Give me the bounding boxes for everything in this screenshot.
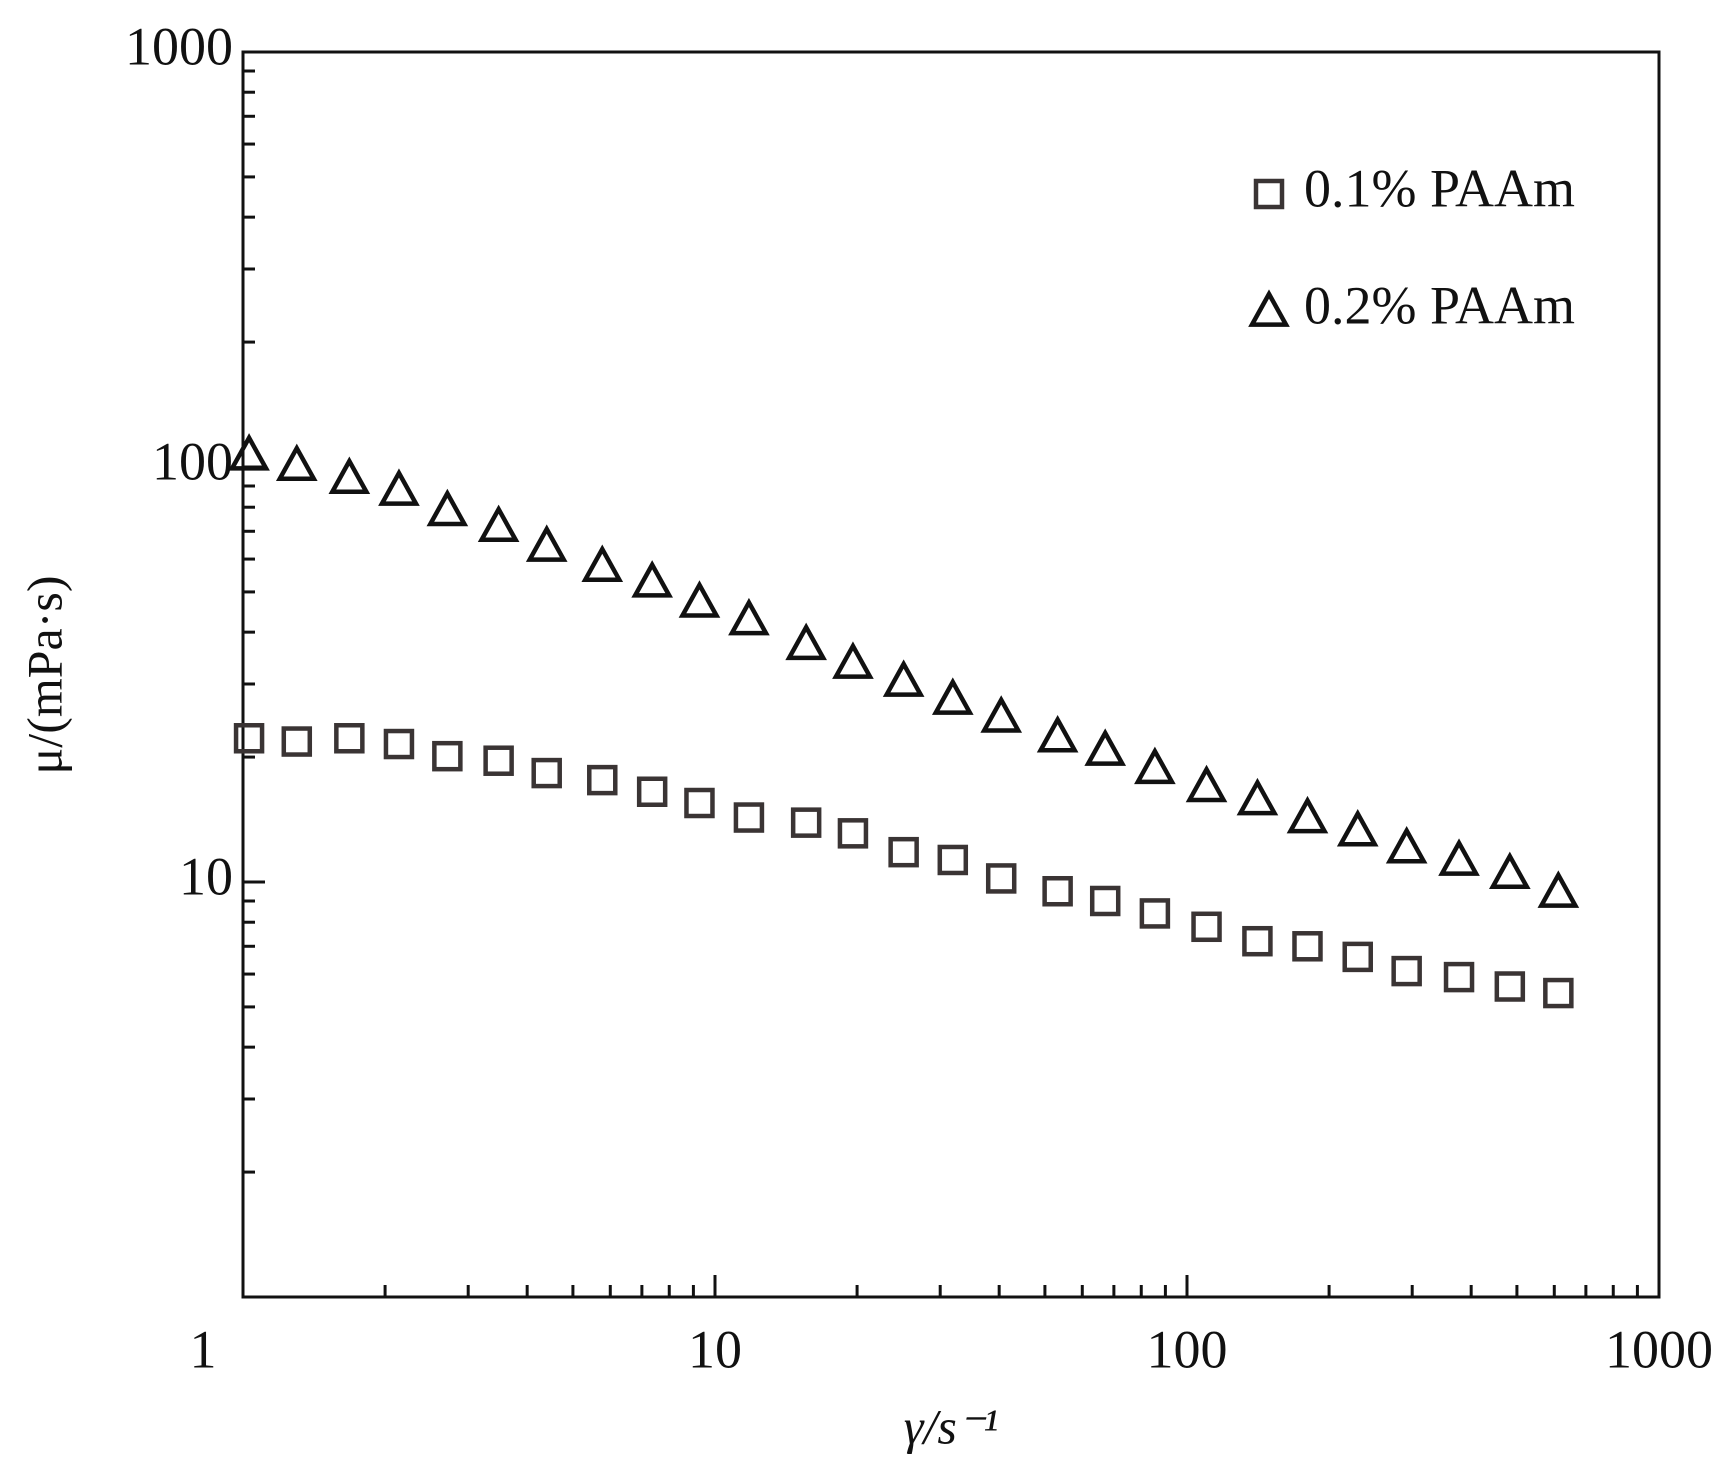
data-point	[275, 443, 318, 482]
data-point	[636, 776, 668, 807]
y-tick-label: 10	[179, 846, 233, 906]
data-point	[477, 504, 520, 543]
y-tick-label: 100	[152, 431, 233, 491]
data-point	[1443, 961, 1475, 993]
data-point	[1134, 746, 1176, 785]
data-point	[1385, 826, 1428, 864]
data-point	[1089, 885, 1121, 917]
data-point	[426, 488, 469, 527]
x-tick-label: 1000	[1605, 1319, 1713, 1379]
data-point	[228, 433, 270, 471]
data-point	[1342, 941, 1373, 973]
data-point	[1438, 838, 1480, 876]
y-tick-label: 1000	[125, 16, 233, 76]
data-point	[882, 659, 925, 697]
data-point	[832, 641, 874, 679]
legend-label: 0.2% PAAm	[1304, 275, 1575, 335]
data-point	[281, 726, 313, 757]
data-point	[937, 844, 969, 876]
data-point	[785, 622, 827, 661]
data-point	[233, 723, 265, 754]
x-tick-label: 100	[1147, 1319, 1228, 1379]
legend-marker	[1253, 178, 1285, 210]
data-point	[1084, 728, 1127, 766]
data-point	[1494, 971, 1526, 1002]
data-point	[1488, 851, 1531, 890]
data-point	[678, 580, 721, 618]
data-point	[334, 723, 365, 754]
data-point	[587, 764, 618, 796]
data-point	[888, 836, 919, 868]
data-point	[531, 757, 562, 789]
data-point	[1292, 931, 1323, 962]
data-point	[1336, 808, 1379, 847]
x-axis-label: γ/s⁻¹	[904, 1398, 998, 1454]
data-point	[1537, 870, 1580, 908]
data-point	[581, 544, 624, 582]
data-point	[837, 818, 869, 849]
data-point	[378, 468, 420, 506]
data-point	[980, 695, 1023, 733]
data-point	[1185, 764, 1228, 803]
data-point	[790, 807, 822, 838]
legend-marker	[1248, 289, 1290, 327]
data-point	[1543, 977, 1574, 1009]
data-point	[328, 456, 371, 495]
data-point	[525, 524, 568, 562]
data-point	[931, 677, 974, 715]
y-axis-label: μ/(mPa·s)	[16, 576, 72, 775]
x-tick-label: 10	[688, 1319, 742, 1379]
x-tick-label: 1	[190, 1319, 217, 1379]
data-point	[432, 740, 463, 772]
data-point	[1236, 777, 1279, 816]
data-point	[483, 745, 514, 776]
data-point	[1391, 955, 1422, 987]
data-point	[985, 863, 1017, 894]
data-point	[631, 560, 673, 598]
data-point	[728, 597, 770, 636]
data-point	[1242, 925, 1273, 957]
data-point	[1139, 898, 1171, 929]
plot-frame	[241, 50, 1661, 1299]
data-point	[733, 802, 765, 833]
data-point	[383, 728, 415, 760]
data-point	[1042, 875, 1073, 907]
data-point	[1286, 795, 1329, 834]
data-point	[1191, 911, 1222, 943]
data-point	[1036, 715, 1079, 753]
data-point	[684, 787, 715, 819]
legend-label: 0.1% PAAm	[1304, 158, 1575, 218]
